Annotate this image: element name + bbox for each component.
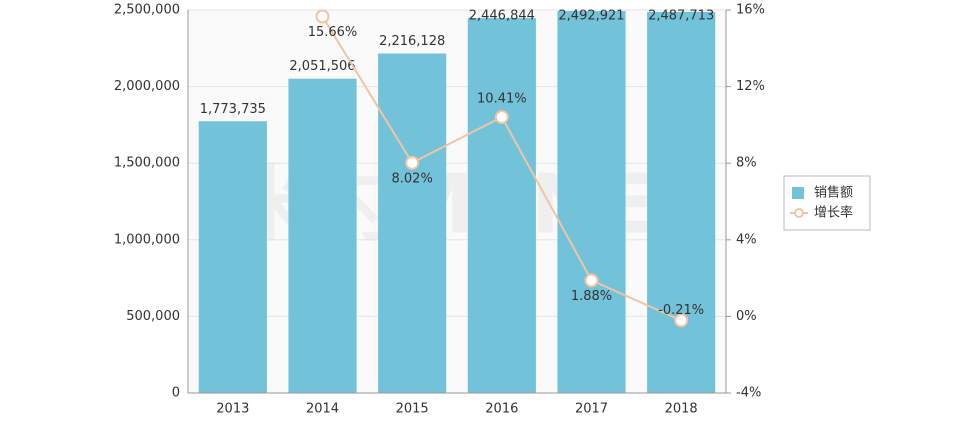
x-tick-label: 2014 — [306, 402, 339, 417]
bar-value-label: 2,216,128 — [379, 34, 445, 49]
bar — [198, 121, 267, 394]
x-tick-label: 2018 — [665, 402, 698, 417]
y2-tick-label: 12% — [736, 79, 765, 94]
bar — [378, 53, 447, 393]
line-value-label: 15.66% — [308, 25, 358, 40]
y2-tick-label: 4% — [736, 232, 757, 247]
line-marker — [315, 9, 330, 24]
line-marker — [405, 155, 420, 170]
bar-value-label: 1,773,735 — [200, 102, 266, 117]
plot-background — [188, 10, 726, 393]
y-tick-label: 0 — [172, 386, 180, 401]
y-tick-label: 2,500,000 — [114, 3, 180, 18]
x-tick-label: 2016 — [485, 402, 518, 417]
line-value-label: -0.21% — [658, 303, 704, 318]
y2-tick-label: -4% — [736, 386, 761, 401]
line-marker — [494, 110, 509, 125]
legend-box — [783, 175, 871, 231]
y-tick-label: 500,000 — [126, 309, 180, 324]
y2-tick-label: 16% — [736, 3, 765, 18]
bar-value-label: 2,446,844 — [469, 9, 535, 24]
bar — [647, 11, 716, 394]
bar-value-label: 2,487,713 — [648, 9, 714, 24]
line-marker — [584, 273, 599, 288]
x-tick-label: 2017 — [575, 402, 608, 417]
y-tick-label: 1,000,000 — [114, 232, 180, 247]
legend-icon-marker — [794, 208, 804, 218]
bar — [467, 18, 536, 394]
bar — [288, 78, 357, 393]
y2-tick-label: 0% — [736, 309, 757, 324]
line-value-label: 8.02% — [392, 171, 433, 186]
bar — [557, 11, 626, 393]
legend-icon — [792, 187, 804, 199]
bar-value-label: 2,492,921 — [558, 9, 624, 24]
y2-tick-label: 8% — [736, 156, 757, 171]
legend-label: 增长率 — [814, 205, 853, 221]
x-tick-label: 2013 — [216, 402, 249, 417]
line-marker — [674, 313, 689, 328]
legend-label: 销售额 — [814, 185, 853, 201]
line-value-label: 1.88% — [571, 289, 612, 304]
x-tick-label: 2015 — [396, 402, 429, 417]
bar-value-label: 2,051,506 — [289, 59, 355, 74]
y-tick-label: 2,000,000 — [114, 79, 180, 94]
y-tick-label: 1,500,000 — [114, 156, 180, 171]
line-value-label: 10.41% — [477, 92, 527, 107]
